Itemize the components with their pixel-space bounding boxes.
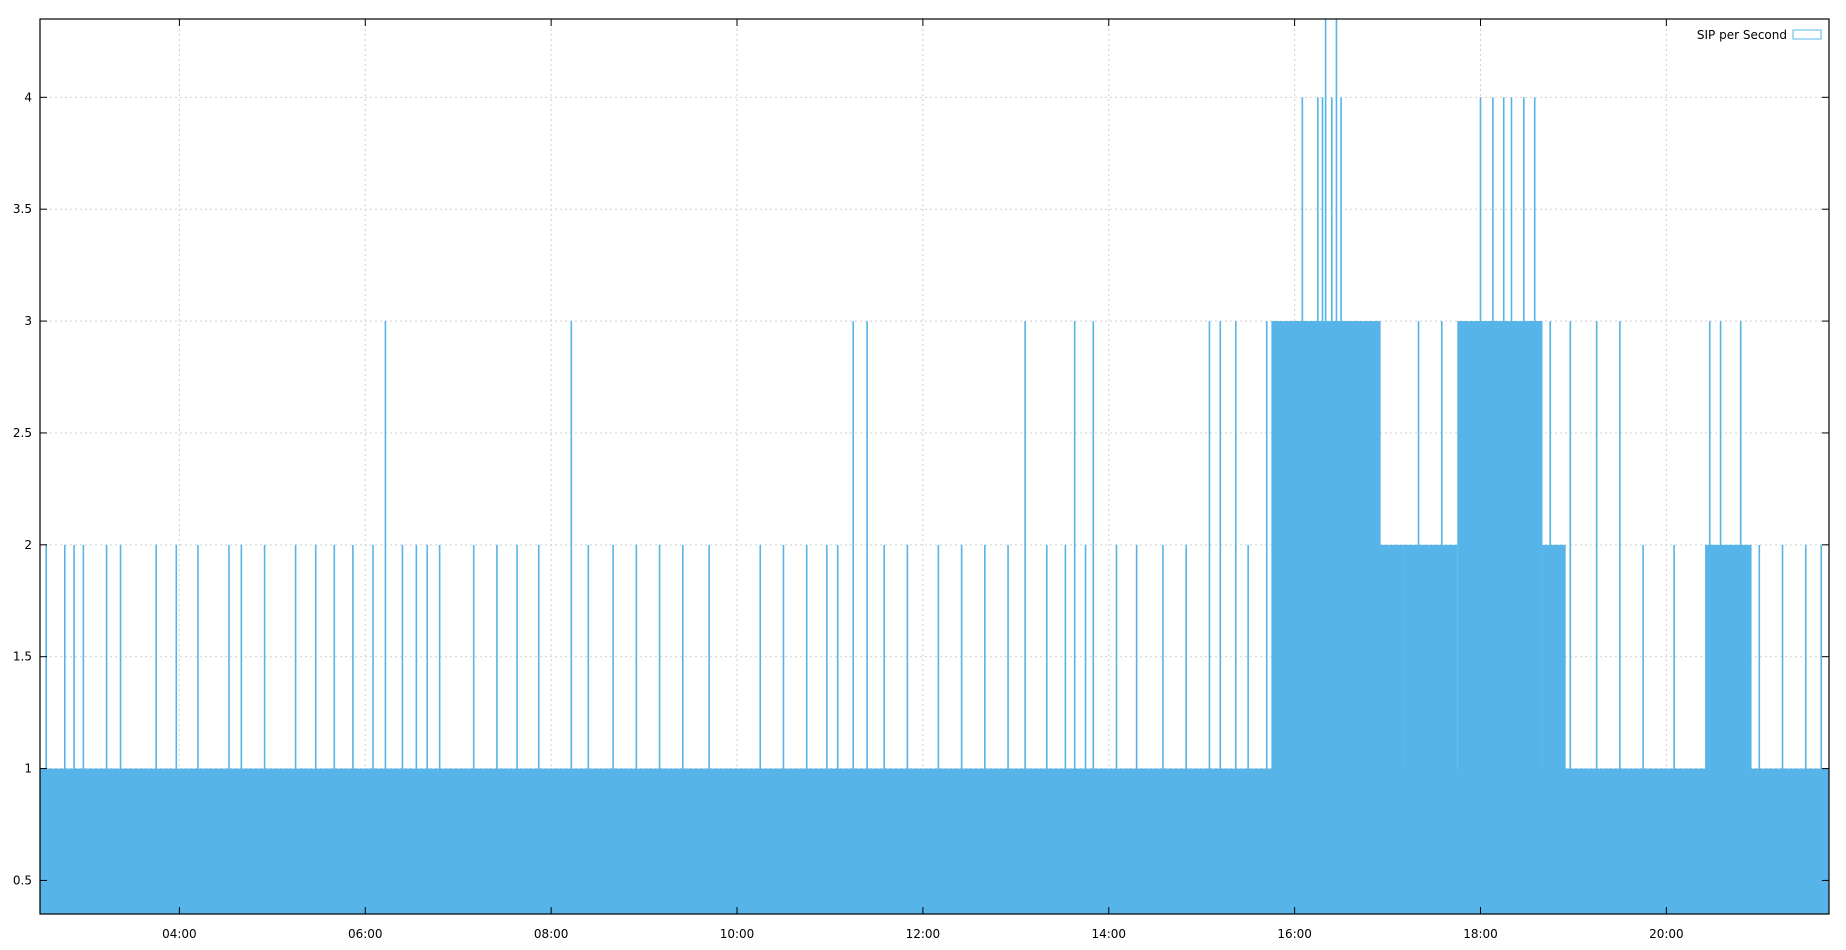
x-tick-label: 08:00 xyxy=(534,927,569,941)
x-tick-label: 14:00 xyxy=(1091,927,1126,941)
legend: SIP per Second xyxy=(1697,28,1822,42)
ticks: 0.5 1 1.5 2 2.5 3 3.5 4 04:00 06:00 08:00 10:00 12:0… xyxy=(13,19,1829,941)
series-dense-region xyxy=(1379,544,1404,914)
x-tick-label: 16:00 xyxy=(1277,927,1312,941)
y-tick-label: 1.5 xyxy=(13,650,32,664)
x-tick-label: 06:00 xyxy=(348,927,383,941)
series-dense-region xyxy=(1403,544,1458,914)
y-tick-label: 0.5 xyxy=(13,873,32,887)
plot-frame xyxy=(39,18,1830,915)
y-tick-label: 3 xyxy=(24,314,32,328)
y-tick-label: 4 xyxy=(24,90,32,104)
y-tick-label: 2.5 xyxy=(13,426,32,440)
series-dense-region xyxy=(1542,544,1566,914)
series-dense-region xyxy=(1705,544,1752,914)
series-dense-region xyxy=(1457,321,1543,914)
series-sip-per-second xyxy=(40,19,1829,914)
axes xyxy=(39,18,1830,915)
legend-swatch xyxy=(1792,29,1822,40)
y-tick-label: 1 xyxy=(24,762,32,776)
x-tick-label: 20:00 xyxy=(1649,927,1684,941)
x-tick-label: 12:00 xyxy=(906,927,941,941)
x-tick-label: 18:00 xyxy=(1463,927,1498,941)
x-tick-label: 04:00 xyxy=(162,927,197,941)
y-tick-label: 3.5 xyxy=(13,202,32,216)
legend-label: SIP per Second xyxy=(1697,28,1787,42)
x-tick-label: 10:00 xyxy=(720,927,755,941)
y-tick-label: 2 xyxy=(24,538,32,552)
